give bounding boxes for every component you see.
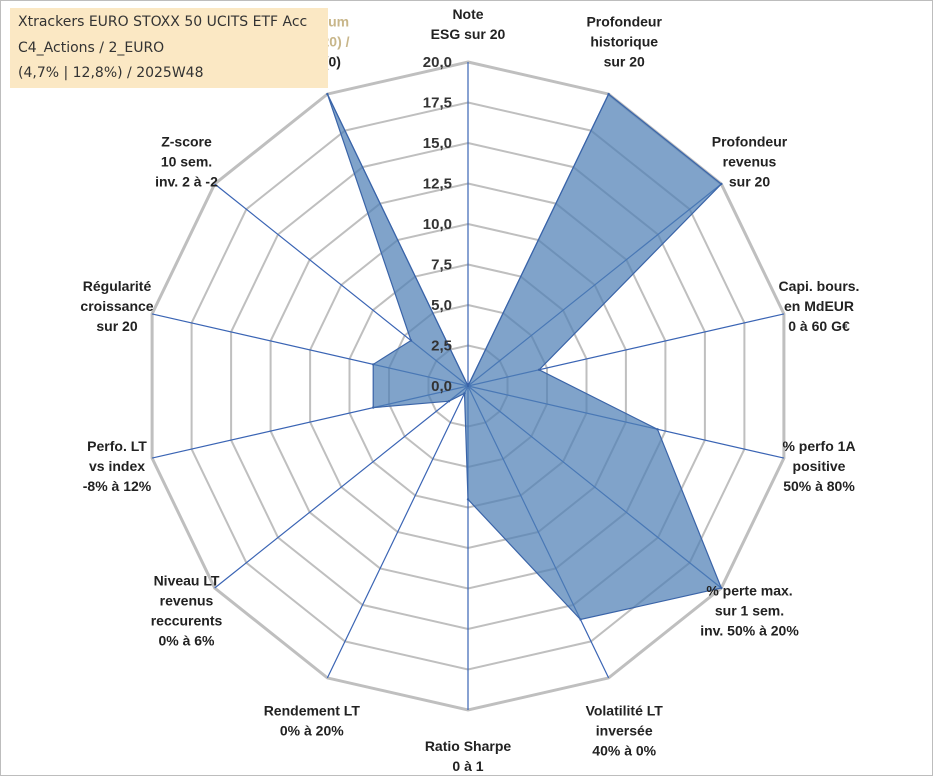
axis-label-line: 10 sem. (161, 154, 212, 170)
axis-label-line: Z-score (161, 134, 212, 150)
tick-label: 5,0 (431, 297, 452, 314)
data-point (720, 586, 723, 590)
title-line-1: Xtrackers EURO STOXX 50 UCITS ETF Acc (18, 14, 308, 30)
axis-label-line: sur 1 sem. (715, 603, 784, 619)
data-point (537, 368, 541, 371)
axis-label-line: inv. 50% à 20% (700, 623, 799, 639)
data-point (447, 400, 451, 403)
axis-label-5: % perte max. sur 1 sem. inv. 50% à 20% (700, 583, 799, 639)
axis-label-line: % perte max. (706, 583, 792, 599)
axis-label-line: -8% à 12% (83, 478, 152, 494)
axis-label-line: % perfo 1A (782, 438, 855, 454)
axis-label-line: positive (793, 458, 846, 474)
axis-label-3: Capi. bours. en MdEUR 0 à 60 G€ (779, 278, 860, 334)
data-point (326, 92, 329, 96)
axis-label-line: Profondeur (586, 14, 662, 30)
chart-title-box: Xtrackers EURO STOXX 50 UCITS ETF Acc C4… (10, 8, 328, 88)
axis-spoke (214, 385, 469, 589)
data-point (409, 339, 413, 342)
axis-label-0: Note ESG sur 20 (431, 6, 506, 42)
axis-label-line: 0 à 1 (452, 758, 483, 774)
axis-label-line: Capi. bours. (779, 278, 860, 294)
series-area (326, 93, 723, 621)
tick-label: 17,5 (423, 95, 452, 112)
radar-series (326, 92, 723, 621)
axis-label-12: Z-score 10 sem. inv. 2 à -2 (155, 134, 218, 190)
axis-label-line: sur 20 (96, 318, 137, 334)
axis-spoke (326, 385, 469, 679)
axis-label-line: Rendement LT (264, 702, 361, 718)
data-point (656, 428, 659, 431)
tick-label: 0,0 (431, 378, 452, 395)
axis-label-line: inv. 2 à -2 (155, 174, 218, 190)
axis-label-9: Niveau LT revenus reccurents 0% à 6% (151, 573, 223, 649)
axis-label-line: Ratio Sharpe (425, 738, 512, 754)
axis-label-line: vs index (89, 458, 145, 474)
axis-label-line: sur 20 (604, 54, 645, 70)
axis-labels: Note ESG sur 20 Profondeur historique sur 20… (80, 6, 859, 774)
title-line-2: C4_Actions / 2_EURO (18, 40, 165, 56)
axis-label-line: inversée (596, 722, 653, 738)
data-point (372, 406, 375, 409)
tick-label: 10,0 (423, 216, 452, 233)
axis-label-line: historique (590, 34, 658, 50)
axis-label-line: 50% à 80% (783, 478, 855, 494)
axis-label-line: 0% à 20% (280, 722, 344, 738)
tick-label: 15,0 (423, 135, 452, 152)
axis-label-line: 0 à 60 G€ (788, 318, 850, 334)
tick-label: 2,5 (431, 338, 452, 355)
axis-label-line: ESG sur 20 (431, 26, 506, 42)
axis-label-line: 40% à 0% (592, 742, 656, 758)
axis-label-line: 0% à 6% (158, 633, 215, 649)
data-point (466, 384, 470, 388)
tick-label: 12,5 (423, 176, 452, 193)
tick-label: 20,0 (423, 54, 452, 71)
axis-label-line: sur 20 (729, 174, 770, 190)
axis-label-line: reccurents (151, 613, 223, 629)
tick-label: 7,5 (431, 257, 452, 274)
axis-label-2: Profondeur revenus sur 20 (712, 134, 788, 190)
axis-label-10: Perfo. LT vs index -8% à 12% (83, 438, 152, 494)
data-point (463, 392, 466, 395)
radial-tick-labels: 0,0 2,5 5,0 7,5 10,0 12,5 15,0 17,5 20,0 (423, 54, 452, 395)
data-point (607, 92, 610, 96)
axis-label-line: Régularité (83, 278, 152, 294)
axis-label-8: Rendement LT 0% à 20% (264, 702, 361, 738)
data-point (466, 498, 470, 501)
axis-label-6: Volatilité LT inversée 40% à 0% (586, 702, 664, 758)
title-line-3: (4,7% | 12,8%) / 2025W48 (18, 65, 204, 81)
axis-label-line: revenus (723, 154, 777, 170)
axis-label-line: Note (452, 6, 483, 22)
data-point (579, 618, 582, 621)
axis-label-7: Ratio Sharpe 0 à 1 (425, 738, 512, 774)
data-point (372, 363, 375, 366)
data-point (720, 182, 723, 186)
axis-label-line: en MdEUR (784, 298, 854, 314)
axis-label-line: Perfo. LT (87, 438, 147, 454)
axis-label-line: Profondeur (712, 134, 788, 150)
axis-label-line: croissance (80, 298, 153, 314)
axis-label-line: revenus (160, 593, 214, 609)
axis-label-line: Volatilité LT (586, 702, 664, 718)
axis-label-line: Niveau LT (154, 573, 220, 589)
axis-label-1: Profondeur historique sur 20 (586, 14, 662, 70)
axis-label-4: % perfo 1A positive 50% à 80% (782, 438, 855, 494)
axis-label-11: Régularité croissance sur 20 (80, 278, 153, 334)
